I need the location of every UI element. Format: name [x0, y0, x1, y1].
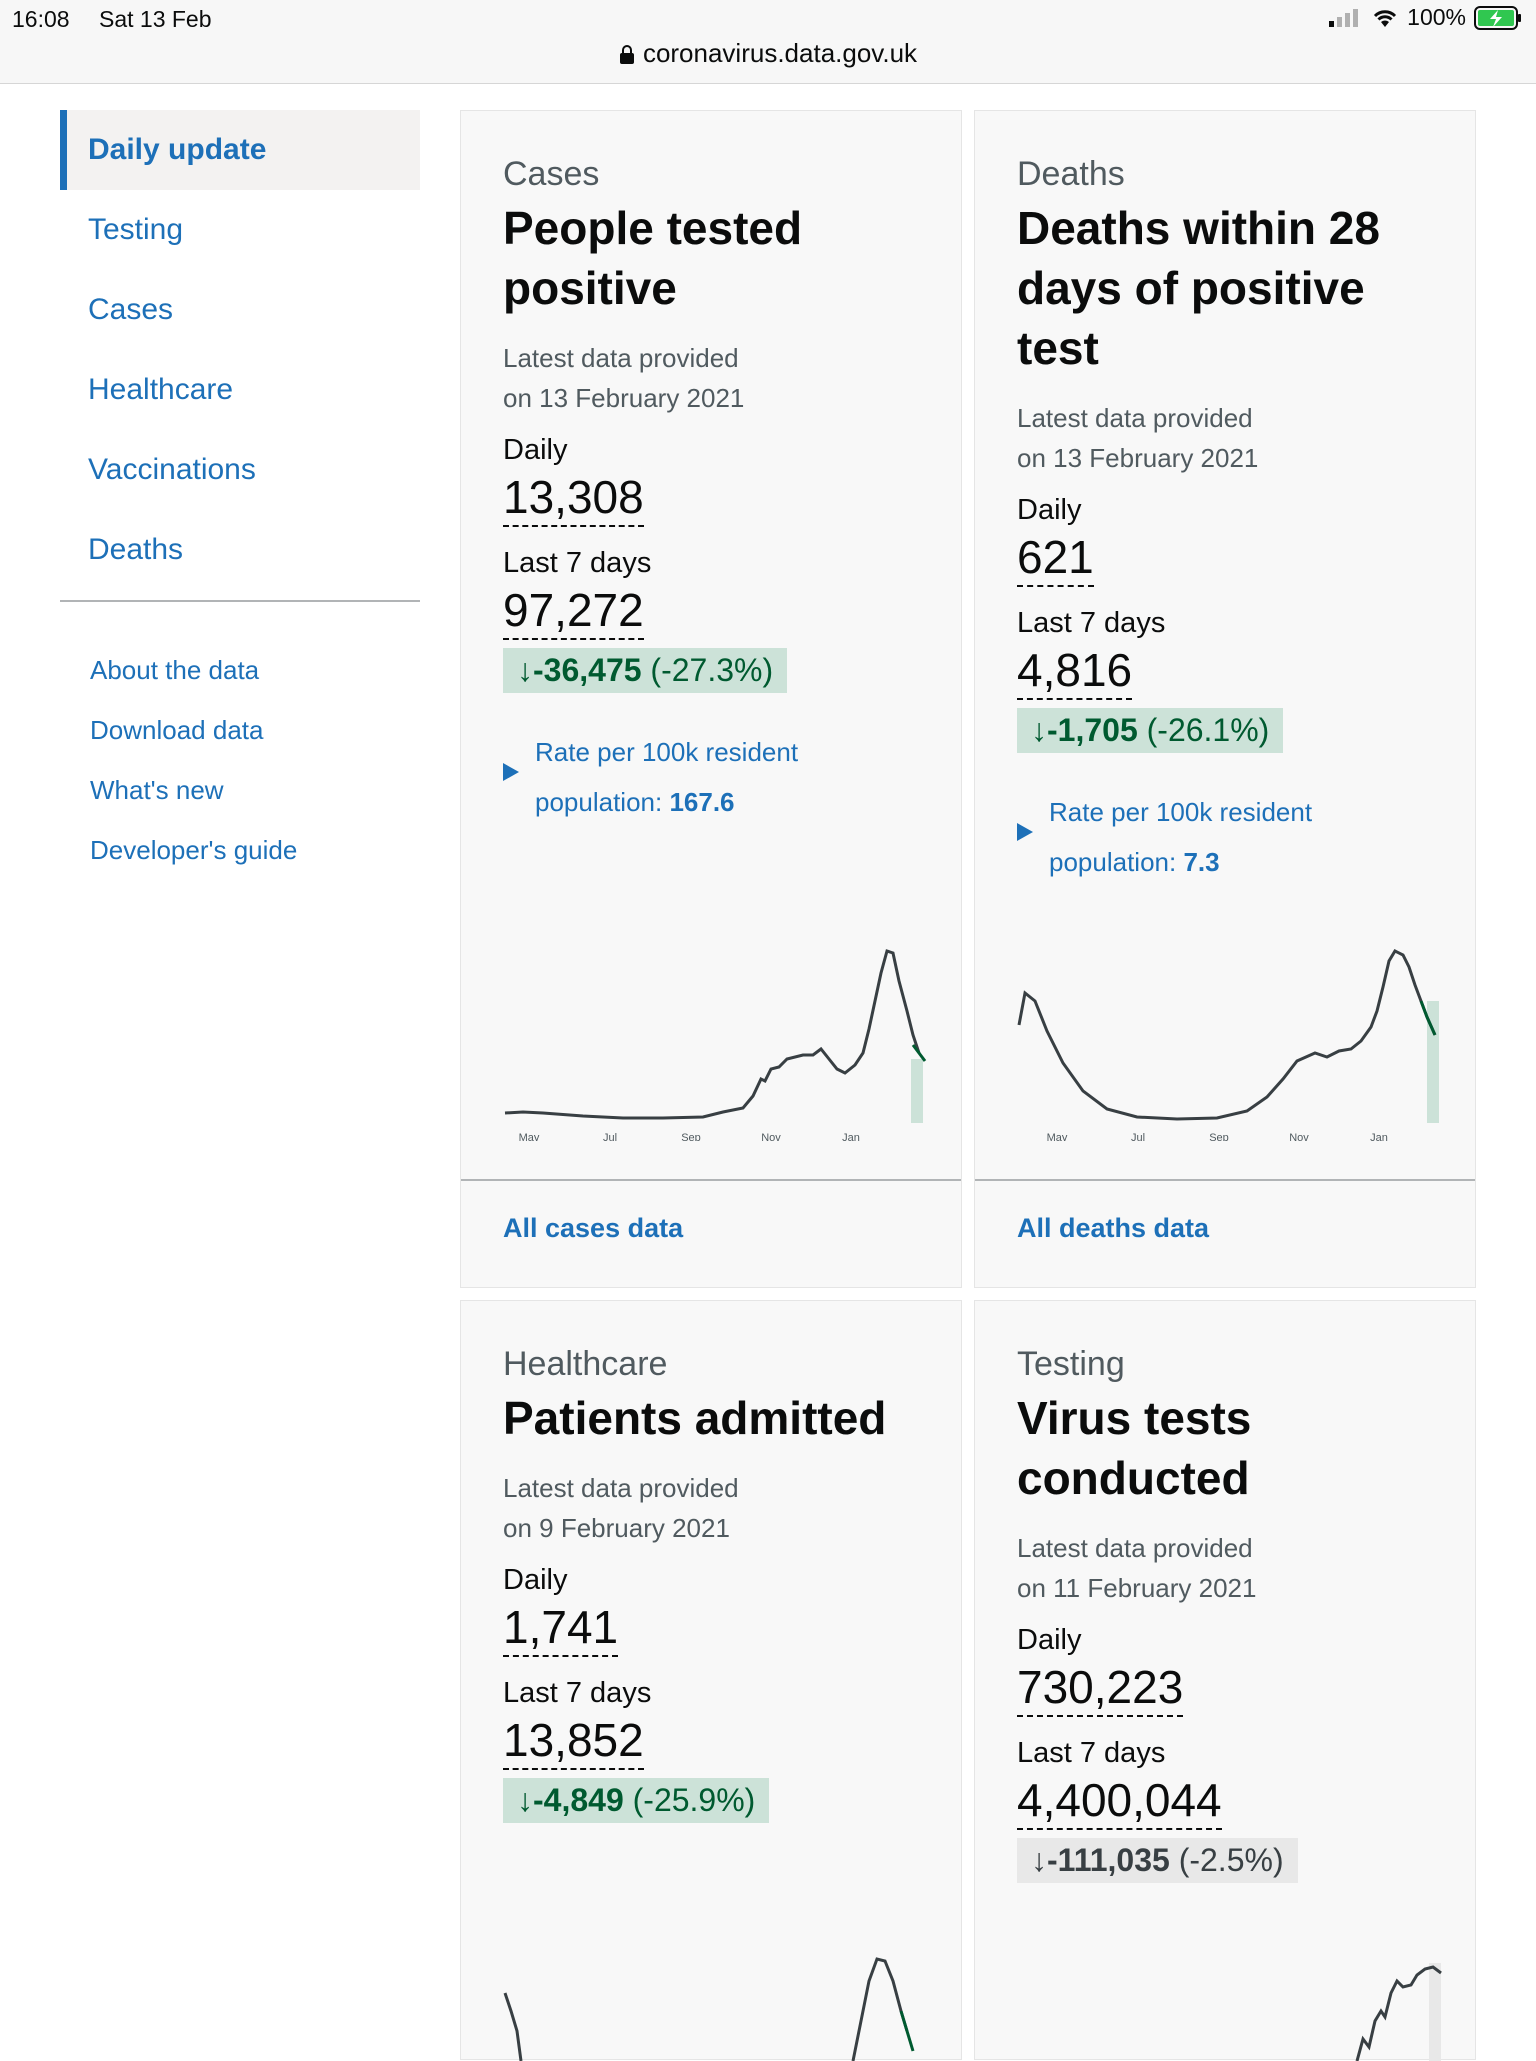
developers-guide-link[interactable]: Developer's guide	[90, 835, 298, 865]
week-value[interactable]: 4,816	[1017, 642, 1133, 700]
status-bar: 16:08 Sat 13 Feb 100% coronavirus.data.g…	[0, 0, 1536, 84]
axis-label-jan: Jan	[1370, 1132, 1388, 1141]
axis-label-may: May	[519, 1132, 540, 1141]
battery-icon	[1474, 5, 1521, 30]
card-footer: All deaths data	[975, 1179, 1475, 1287]
signal-icon	[1329, 8, 1359, 27]
axis-label-jan: Jan	[842, 1132, 860, 1141]
daily-label: Daily	[1017, 494, 1082, 526]
change-badge: ↓-36,475 (-27.3%)	[503, 648, 788, 693]
card-heading: Patients admitted	[503, 1392, 887, 1444]
sidebar-links: About the data Download data What's new …	[60, 640, 420, 880]
latest-data-date: Latest data provided on 11 February 2021	[1017, 1533, 1257, 1603]
trend-line	[504, 949, 921, 1120]
recent-trend-line	[899, 2010, 915, 2052]
deaths-sparkline: May Jul Sep Nov Jan	[1017, 949, 1439, 1141]
axis-label-nov: Nov	[1289, 1132, 1309, 1141]
deaths-card: Deaths Deaths within 28 days of positive…	[974, 110, 1476, 1288]
status-indicators: 100%	[1329, 4, 1522, 31]
battery-percent: 100%	[1407, 4, 1466, 30]
daily-value[interactable]: 13,308	[503, 469, 644, 527]
week-label: Last 7 days	[1017, 607, 1166, 639]
healthcare-card: Healthcare Patients admitted Latest data…	[460, 1300, 962, 2061]
card-category: Healthcare	[503, 1345, 668, 1383]
card-category: Cases	[503, 155, 600, 193]
card-heading: People tested positive	[503, 202, 803, 314]
arrow-down-icon: ↓	[1031, 712, 1047, 748]
daily-value[interactable]: 621	[1017, 529, 1094, 587]
week-label: Last 7 days	[503, 547, 652, 579]
card-heading: Deaths within 28 days of positive test	[1017, 202, 1380, 374]
week-value[interactable]: 4,400,044	[1017, 1772, 1222, 1830]
sidebar-item-cases[interactable]: Cases	[88, 293, 174, 326]
recent-trend-line	[1419, 1000, 1437, 1036]
card-footer: All cases data	[461, 1179, 961, 1287]
trend-line	[1355, 1965, 1442, 2061]
week-value[interactable]: 97,272	[503, 582, 644, 640]
week-label: Last 7 days	[1017, 1737, 1166, 1769]
sidebar-item-healthcare[interactable]: Healthcare	[88, 373, 234, 406]
testing-card: Testing Virus tests conducted Latest dat…	[974, 1300, 1476, 2061]
trend-line	[503, 1957, 909, 2061]
sidebar-item-deaths[interactable]: Deaths	[88, 533, 184, 566]
axis-label-sep: Sep	[681, 1132, 701, 1141]
latest-data-date: Latest data provided on 9 February 2021	[503, 1473, 739, 1543]
sidebar-item-daily-update[interactable]: Daily update	[60, 110, 420, 190]
about-data-link[interactable]: About the data	[90, 655, 260, 685]
latest-data-date: Latest data provided on 13 February 2021	[1017, 403, 1259, 473]
disclosure-triangle-icon	[503, 763, 519, 781]
sidebar-nav: Daily update Testing Cases Healthcare Va…	[60, 110, 420, 880]
wifi-icon	[1374, 9, 1397, 27]
daily-label: Daily	[503, 1564, 568, 1596]
arrow-down-icon: ↓	[517, 652, 533, 688]
card-heading: Virus tests conducted	[1017, 1392, 1252, 1504]
testing-sparkline	[1355, 1963, 1442, 2061]
all-deaths-data-link[interactable]: All deaths data	[1017, 1213, 1210, 1243]
arrow-down-icon: ↓	[517, 1782, 533, 1818]
recent-trend-line	[911, 1044, 927, 1062]
lock-icon	[619, 45, 634, 64]
address-bar[interactable]: coronavirus.data.gov.uk	[0, 38, 1536, 69]
healthcare-sparkline	[503, 1957, 915, 2061]
daily-value[interactable]: 1,741	[503, 1599, 619, 1657]
disclosure-triangle-icon	[1017, 823, 1033, 841]
trend-line	[1017, 949, 1437, 1121]
week-value[interactable]: 13,852	[503, 1712, 644, 1770]
cases-sparkline: May Jul Sep Nov Jan	[504, 949, 927, 1141]
status-time: 16:08	[12, 6, 70, 32]
change-badge: ↓-1,705 (-26.1%)	[1017, 708, 1284, 753]
axis-label-jul: Jul	[603, 1132, 617, 1141]
recent-highlight	[911, 1059, 923, 1123]
daily-value[interactable]: 730,223	[1017, 1659, 1184, 1717]
url-text: coronavirus.data.gov.uk	[642, 38, 918, 68]
arrow-down-icon: ↓	[1031, 1842, 1047, 1878]
rate-per-100k[interactable]: Rate per 100k resident population: 7.3	[1017, 787, 1435, 887]
sidebar-item-testing[interactable]: Testing	[88, 213, 184, 246]
recent-highlight	[1429, 1963, 1441, 2061]
card-category: Testing	[1017, 1345, 1125, 1383]
cases-card: Cases People tested positive Latest data…	[460, 110, 962, 1288]
axis-label-sep: Sep	[1209, 1132, 1229, 1141]
change-badge: ↓-111,035 (-2.5%)	[1017, 1838, 1298, 1883]
daily-label: Daily	[1017, 1624, 1082, 1656]
rate-per-100k[interactable]: Rate per 100k resident population: 167.6	[503, 727, 921, 827]
sidebar-item-vaccinations[interactable]: Vaccinations	[88, 453, 256, 486]
recent-highlight	[1427, 1001, 1439, 1123]
latest-data-date: Latest data provided on 13 February 2021	[503, 343, 745, 413]
card-category: Deaths	[1017, 155, 1125, 193]
sidebar-divider	[60, 600, 420, 602]
all-cases-data-link[interactable]: All cases data	[503, 1213, 684, 1243]
status-date: Sat 13 Feb	[99, 6, 212, 32]
axis-label-may: May	[1047, 1132, 1068, 1141]
whats-new-link[interactable]: What's new	[90, 775, 224, 805]
axis-label-nov: Nov	[761, 1132, 781, 1141]
daily-label: Daily	[503, 434, 568, 466]
download-data-link[interactable]: Download data	[90, 715, 264, 745]
change-badge: ↓-4,849 (-25.9%)	[503, 1778, 770, 1823]
week-label: Last 7 days	[503, 1677, 652, 1709]
axis-label-jul: Jul	[1131, 1132, 1145, 1141]
